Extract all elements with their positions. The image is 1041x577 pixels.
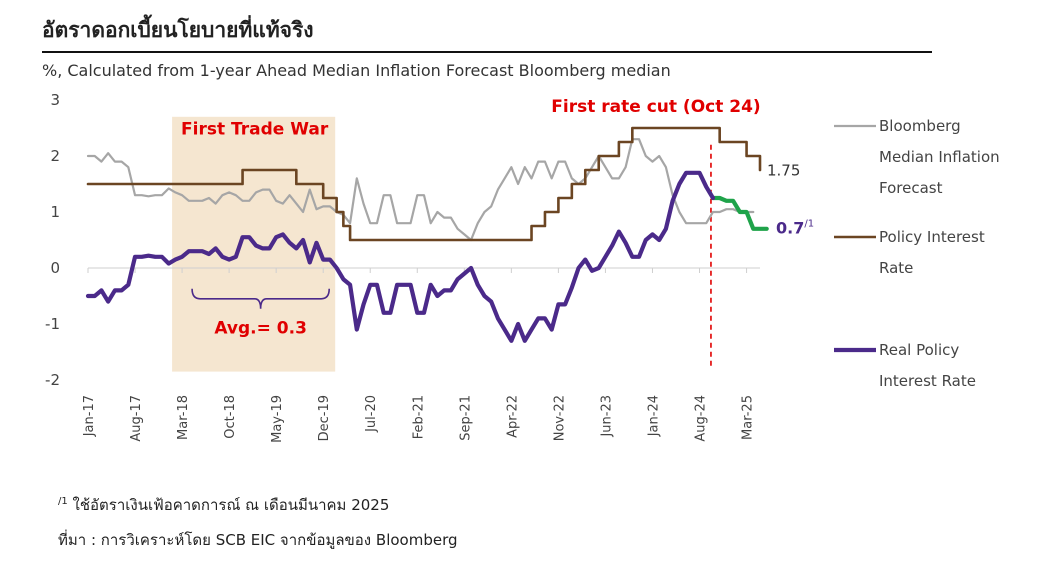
footnote: /1 ใช้อัตราเงินเฟ้อคาดการณ์ ณ เดือนมีนาค… <box>58 493 389 517</box>
legend-inflation-forecast-label: Median Inflation <box>879 148 1000 166</box>
legend-inflation-forecast-label: Forecast <box>879 179 943 197</box>
y-tick-label: 3 <box>50 91 60 109</box>
x-tick-label: Dec-19 <box>317 395 332 441</box>
y-tick-label: -2 <box>45 371 60 389</box>
title-underline <box>42 51 932 53</box>
x-tick-label: Jan-24 <box>646 395 661 437</box>
chart-subtitle: %, Calculated from 1-year Ahead Median I… <box>42 61 671 80</box>
source-note: ที่มา : การวิเคราะห์โดย SCB EIC จากข้อมู… <box>58 531 458 549</box>
x-tick-label: Sep-21 <box>458 395 473 441</box>
y-tick-label: 0 <box>50 259 60 277</box>
real-policy-rate-line <box>85 170 716 343</box>
x-tick-label: Aug-17 <box>129 395 144 442</box>
x-tick-label: Nov-22 <box>552 395 567 441</box>
x-tick-label: Jul-20 <box>364 395 379 433</box>
policy-rate-line <box>86 126 762 242</box>
legend-policy-rate-label: Rate <box>879 259 913 277</box>
real-end-footnote-marker: /1 <box>804 218 814 229</box>
real-end-value: 0.7 <box>776 218 804 237</box>
real-policy-rate-forecast-line <box>710 195 769 231</box>
footnote-marker: /1 <box>58 496 68 507</box>
first-trade-war-label: First Trade War <box>181 120 329 140</box>
real-end-label: 0.7/1 <box>776 218 814 237</box>
avg-brace <box>191 288 330 309</box>
x-tick-label: Oct-18 <box>223 395 238 439</box>
x-tick-label: Mar-18 <box>176 395 191 440</box>
x-tick-label: May-19 <box>270 395 285 443</box>
x-tick-label: Apr-22 <box>505 395 520 438</box>
avg-label: Avg.= 0.3 <box>214 319 307 339</box>
legend-inflation-forecast-label: Bloomberg <box>879 117 961 135</box>
x-tick-label: Jun-23 <box>599 395 614 438</box>
x-tick-label: Feb-21 <box>411 395 426 439</box>
legend-policy-rate-label: Policy Interest <box>879 228 985 246</box>
y-tick-label: 2 <box>50 147 60 165</box>
legend-real-policy-rate-label: Interest Rate <box>879 372 976 390</box>
chart-title: อัตราดอกเบี้ยนโยบายที่แท้จริง <box>42 18 314 42</box>
y-tick-label: 1 <box>50 203 60 221</box>
policy-end-label: 1.75 <box>767 162 800 180</box>
first-rate-cut-label: First rate cut (Oct 24) <box>551 97 760 117</box>
legend-real-policy-rate-label: Real Policy <box>879 341 959 359</box>
y-tick-label: -1 <box>45 315 60 333</box>
x-tick-label: Jan-17 <box>82 395 97 437</box>
x-tick-label: Mar-25 <box>741 395 756 440</box>
footnote-text: ใช้อัตราเงินเฟ้อคาดการณ์ ณ เดือนมีนาคม 2… <box>67 496 390 514</box>
x-tick-label: Aug-24 <box>694 395 709 442</box>
inflation-forecast-line <box>86 138 755 242</box>
